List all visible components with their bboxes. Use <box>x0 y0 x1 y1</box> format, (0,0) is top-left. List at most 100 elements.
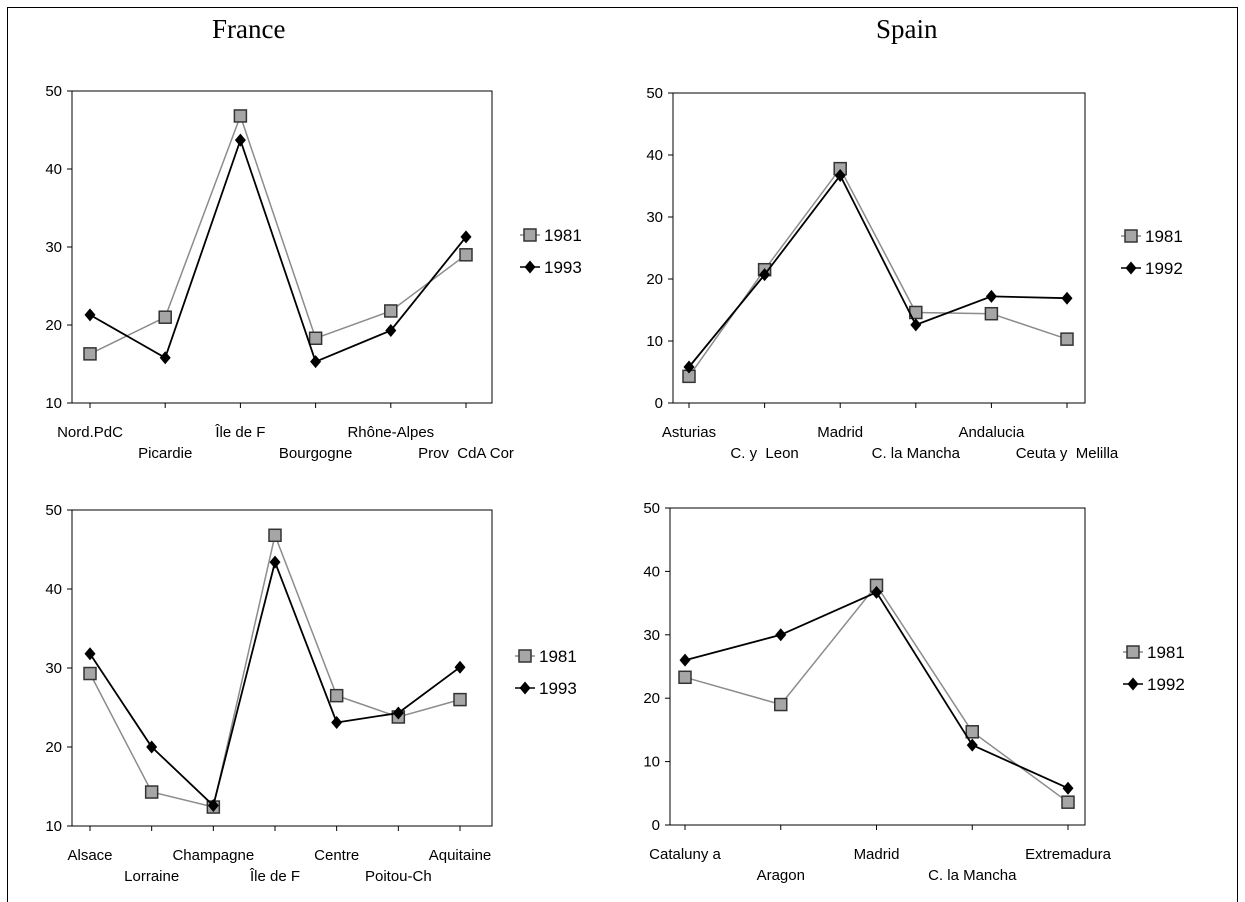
marker-diamond <box>331 716 343 730</box>
series-line-1981 <box>684 584 1069 803</box>
marker-diamond <box>834 168 846 182</box>
y-tick-label: 20 <box>646 271 663 288</box>
marker-diamond <box>683 360 695 374</box>
chart-1: 10 20 30 40 50 Nord.PdC Picardie Île de F Bourgo… <box>45 83 582 462</box>
y-tick-label: 0 <box>655 395 663 412</box>
marker-diamond <box>454 660 466 674</box>
marker-square <box>678 670 692 685</box>
chart-3: 10 20 30 40 50 Alsace Lorraine Champagne Île de … <box>45 502 577 885</box>
chart-2: 0 10 20 30 40 50 Asturias C. y Leon Madrid C. la … <box>646 85 1183 462</box>
marker-diamond <box>234 133 246 147</box>
series-line-1981 <box>89 113 467 355</box>
marker-diamond <box>775 628 787 642</box>
marker-diamond <box>1061 291 1073 305</box>
marker-square <box>459 248 473 262</box>
marker-square <box>453 692 467 707</box>
x-tick-label: Andalucia <box>958 424 1025 441</box>
y-tick-label: 10 <box>646 333 663 350</box>
x-tick-label: Lorraine <box>124 868 179 885</box>
plot-area-frame <box>71 90 493 404</box>
marker-diamond <box>84 647 96 661</box>
legend-marker-square <box>518 649 532 663</box>
legend-label: 1981 <box>544 226 582 245</box>
legend-label: 1992 <box>1147 675 1185 694</box>
series-line-1992 <box>688 173 1068 368</box>
legend-marker-square <box>523 228 537 242</box>
y-tick-label: 30 <box>646 209 663 226</box>
y-tick-label: 50 <box>45 83 62 100</box>
marker-square <box>1060 332 1074 346</box>
series-line-1981 <box>688 167 1068 377</box>
legend-label: 1993 <box>539 679 577 698</box>
y-tick-label: 10 <box>643 754 660 771</box>
x-tick-label: Nord.PdC <box>57 424 123 441</box>
x-tick-label: Alsace <box>67 847 112 864</box>
y-tick-label: 20 <box>643 690 660 707</box>
marker-square <box>384 304 398 318</box>
plot-area-frame <box>71 509 493 827</box>
marker-square <box>984 306 999 321</box>
x-tick-label: Île de F <box>214 424 265 441</box>
marker-square <box>83 666 97 681</box>
frame-border-right <box>1237 7 1238 902</box>
marker-diamond <box>985 289 997 303</box>
x-tick-label: Île de F <box>249 868 300 885</box>
y-tick-label: 30 <box>643 627 660 644</box>
y-tick-label: 50 <box>45 502 62 519</box>
marker-diamond <box>1062 781 1074 795</box>
marker-diamond <box>146 740 158 754</box>
legend-marker-diamond <box>519 681 531 695</box>
x-tick-label: C. la Mancha <box>872 445 961 462</box>
marker-square <box>268 528 282 543</box>
x-tick-label: Poitou-Ch <box>365 868 432 885</box>
x-tick-label: Bourgogne <box>279 445 352 462</box>
marker-diamond <box>910 318 922 332</box>
frame-border-top <box>7 7 1238 8</box>
legend-label: 1993 <box>544 258 582 277</box>
marker-diamond <box>84 308 96 322</box>
x-tick-label: Asturias <box>662 424 716 441</box>
y-tick-label: 30 <box>45 660 62 677</box>
x-tick-label: Cataluny a <box>649 846 721 863</box>
series-line-1981 <box>89 532 461 808</box>
x-tick-label: Madrid <box>854 846 900 863</box>
y-tick-label: 20 <box>45 739 62 756</box>
legend-label: 1981 <box>539 647 577 666</box>
frame-border-left <box>7 7 8 902</box>
marker-diamond <box>310 355 322 369</box>
legend-marker-diamond <box>1125 261 1137 275</box>
y-tick-label: 20 <box>45 317 62 334</box>
marker-diamond <box>207 798 219 812</box>
marker-diamond <box>460 230 472 244</box>
legend-label: 1981 <box>1145 227 1183 246</box>
x-tick-label: C. y Leon <box>730 445 798 462</box>
marker-square <box>308 331 323 346</box>
legend-marker-square <box>1126 645 1140 659</box>
y-tick-label: 0 <box>652 817 660 834</box>
chart-4: 0 10 20 30 40 50 Cataluny a Aragon Madrid C. la M… <box>643 500 1185 884</box>
marker-square <box>1061 795 1075 809</box>
marker-diamond <box>159 351 171 365</box>
plot-area-frame <box>672 92 1086 404</box>
y-tick-label: 50 <box>646 85 663 102</box>
marker-square <box>144 785 159 799</box>
x-tick-label: Centre <box>314 847 359 864</box>
x-tick-label: Champagne <box>172 847 254 864</box>
x-tick-label: Aquitaine <box>429 847 492 864</box>
marker-square <box>965 725 979 739</box>
x-tick-label: Madrid <box>817 424 863 441</box>
legend-label: 1992 <box>1145 259 1183 278</box>
x-tick-label: Picardie <box>138 445 192 462</box>
legend-label: 1981 <box>1147 643 1185 662</box>
y-tick-label: 50 <box>643 500 660 517</box>
x-tick-label: Aragon <box>757 867 805 884</box>
x-tick-label: Prov CdA Cor <box>418 445 514 462</box>
plot-area-frame <box>669 507 1086 826</box>
x-tick-label: C. la Mancha <box>928 867 1017 884</box>
marker-diamond <box>679 653 691 667</box>
marker-diamond <box>269 555 281 569</box>
legend-marker-square <box>1124 229 1138 243</box>
marker-square <box>83 347 97 361</box>
marker-square <box>329 688 344 703</box>
y-tick-label: 30 <box>45 239 62 256</box>
